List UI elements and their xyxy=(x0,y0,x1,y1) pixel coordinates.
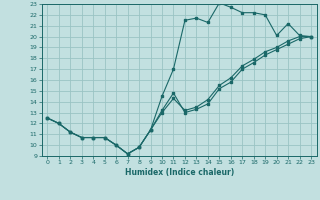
X-axis label: Humidex (Indice chaleur): Humidex (Indice chaleur) xyxy=(124,168,234,177)
